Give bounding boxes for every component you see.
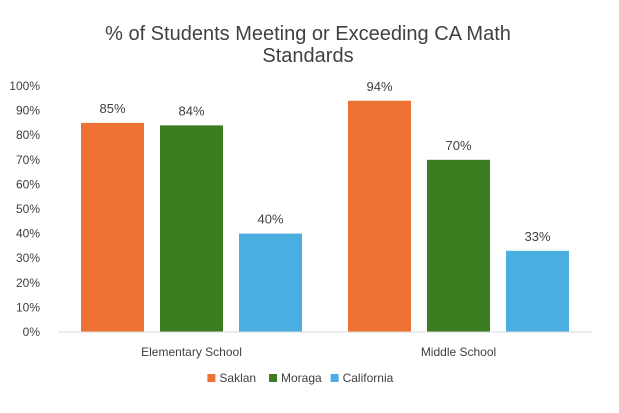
legend: Saklan Moraga California: [207, 371, 394, 385]
y-axis: 0% 10% 20% 30% 40% 50% 60% 70% 80% 90% 100%: [9, 79, 40, 339]
y-tick-label: 30%: [16, 251, 40, 265]
bar-california-1: [506, 250, 569, 332]
legend-label-saklan: Saklan: [219, 371, 256, 385]
legend-swatch-california: [330, 374, 339, 382]
y-tick-label: 20%: [16, 276, 40, 290]
bar-moraga-1: [427, 159, 490, 332]
category-labels: Elementary School Middle School: [141, 345, 496, 359]
legend-label-california: California: [343, 371, 394, 385]
x-category-label: Elementary School: [141, 345, 242, 359]
legend-swatch-saklan: [207, 374, 216, 382]
data-label: 84%: [178, 103, 204, 118]
y-tick-label: 10%: [16, 300, 40, 314]
y-tick-label: 100%: [9, 79, 40, 93]
y-tick-label: 0%: [23, 325, 41, 339]
y-tick-label: 90%: [16, 104, 40, 118]
data-label: 33%: [524, 229, 550, 244]
y-tick-label: 60%: [16, 177, 40, 191]
y-tick-label: 80%: [16, 128, 40, 142]
data-label: 40%: [257, 212, 283, 227]
x-category-label: Middle School: [421, 345, 496, 359]
bar-saklan-1: [348, 100, 411, 332]
y-tick-label: 40%: [16, 227, 40, 241]
y-tick-label: 70%: [16, 153, 40, 167]
data-label: 94%: [366, 79, 392, 94]
bars: 85% 84% 40% 94% 70% 33%: [81, 79, 569, 333]
legend-swatch-moraga: [269, 374, 277, 382]
bar-saklan-0: [81, 122, 144, 333]
y-tick-label: 50%: [16, 202, 40, 216]
data-label: 85%: [99, 101, 125, 116]
bar-california-0: [239, 233, 302, 332]
bar-moraga-0: [160, 125, 223, 332]
chart-title-line-2: Standards: [262, 45, 353, 67]
chart-title-line-1: % of Students Meeting or Exceeding CA Ma…: [105, 23, 511, 45]
data-label: 70%: [445, 138, 471, 153]
legend-label-moraga: Moraga: [281, 371, 322, 385]
